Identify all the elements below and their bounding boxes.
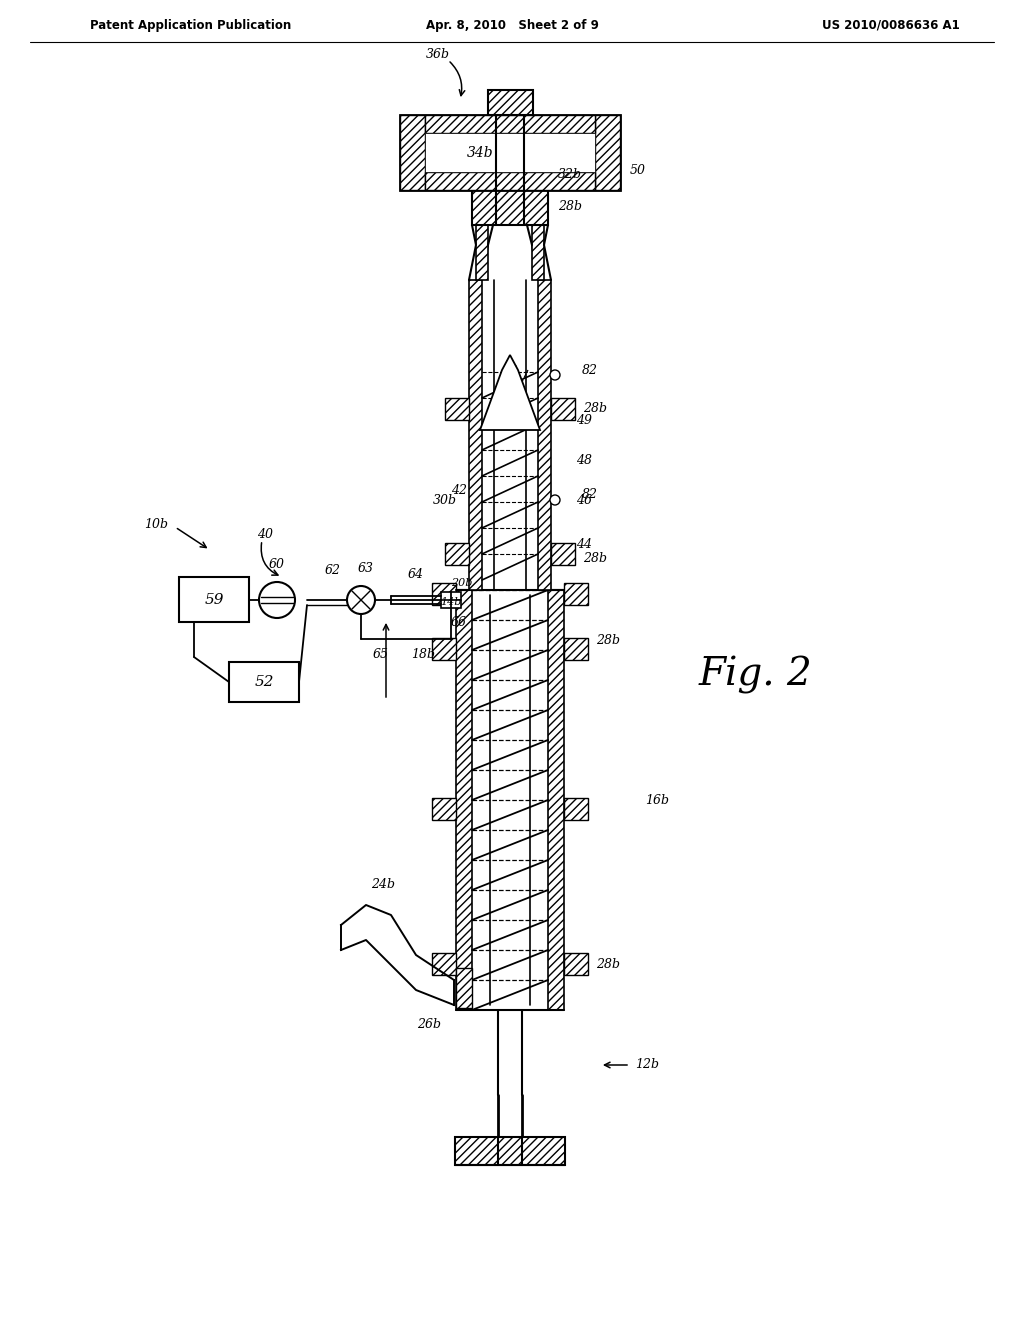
- Bar: [445, 543, 469, 565]
- Bar: [229, 663, 299, 702]
- Text: 59: 59: [204, 593, 224, 607]
- Text: 18b: 18b: [411, 648, 435, 661]
- Text: 20b: 20b: [451, 578, 472, 587]
- Bar: [472, 190, 548, 224]
- Bar: [469, 280, 482, 590]
- Text: 28b: 28b: [583, 401, 607, 414]
- Text: 34b: 34b: [467, 147, 494, 160]
- Text: 28b: 28b: [596, 634, 620, 647]
- Text: 28b: 28b: [558, 201, 582, 214]
- Text: 46: 46: [575, 494, 592, 507]
- Bar: [432, 583, 456, 605]
- Text: 12b: 12b: [635, 1059, 659, 1072]
- Bar: [441, 591, 461, 609]
- Text: 62: 62: [325, 564, 341, 577]
- Text: 28b: 28b: [583, 552, 607, 565]
- Bar: [425, 115, 595, 133]
- Bar: [595, 115, 620, 190]
- Bar: [538, 280, 551, 590]
- Text: Patent Application Publication: Patent Application Publication: [90, 18, 291, 32]
- Text: Fig. 2: Fig. 2: [698, 656, 812, 694]
- Bar: [179, 577, 249, 622]
- Bar: [551, 399, 575, 420]
- Bar: [425, 172, 595, 190]
- Text: 50: 50: [630, 164, 646, 177]
- Text: 16b: 16b: [645, 793, 669, 807]
- Bar: [488, 90, 534, 115]
- Text: 24b: 24b: [371, 879, 395, 891]
- Bar: [564, 953, 588, 975]
- Bar: [400, 115, 620, 190]
- Text: 60: 60: [269, 557, 285, 570]
- Text: 44: 44: [575, 539, 592, 552]
- Bar: [456, 968, 472, 1008]
- Bar: [564, 583, 588, 605]
- Text: 63: 63: [358, 561, 374, 574]
- Text: 65: 65: [373, 648, 389, 660]
- Bar: [564, 638, 588, 660]
- Bar: [432, 953, 456, 975]
- Text: 26b: 26b: [417, 1019, 441, 1031]
- Text: 30b: 30b: [433, 494, 457, 507]
- Text: 52: 52: [254, 675, 273, 689]
- Bar: [425, 133, 595, 172]
- Text: 10b: 10b: [144, 519, 168, 532]
- Bar: [564, 799, 588, 820]
- Circle shape: [550, 370, 560, 380]
- Bar: [548, 590, 564, 1010]
- Bar: [400, 115, 425, 190]
- Circle shape: [259, 582, 295, 618]
- Bar: [432, 638, 456, 660]
- Text: 32b: 32b: [558, 169, 582, 181]
- Bar: [432, 799, 456, 820]
- Text: 28b: 28b: [596, 957, 620, 970]
- Circle shape: [550, 495, 560, 506]
- Text: 82: 82: [582, 488, 598, 502]
- Text: 40: 40: [257, 528, 273, 541]
- Text: 42: 42: [451, 483, 467, 496]
- Text: US 2010/0086636 A1: US 2010/0086636 A1: [822, 18, 961, 32]
- Bar: [455, 1137, 565, 1166]
- Bar: [445, 399, 469, 420]
- Text: 64: 64: [408, 569, 424, 582]
- Text: 48: 48: [575, 454, 592, 466]
- Text: 66: 66: [451, 615, 467, 628]
- Bar: [456, 590, 472, 1010]
- Polygon shape: [480, 355, 540, 430]
- Text: 14b: 14b: [440, 597, 462, 607]
- Circle shape: [347, 586, 375, 614]
- Text: 82: 82: [582, 363, 598, 376]
- Bar: [551, 543, 575, 565]
- Text: Apr. 8, 2010   Sheet 2 of 9: Apr. 8, 2010 Sheet 2 of 9: [426, 18, 598, 32]
- Bar: [532, 210, 544, 280]
- Text: 36b: 36b: [426, 49, 450, 62]
- Bar: [476, 210, 488, 280]
- Text: 49: 49: [575, 413, 592, 426]
